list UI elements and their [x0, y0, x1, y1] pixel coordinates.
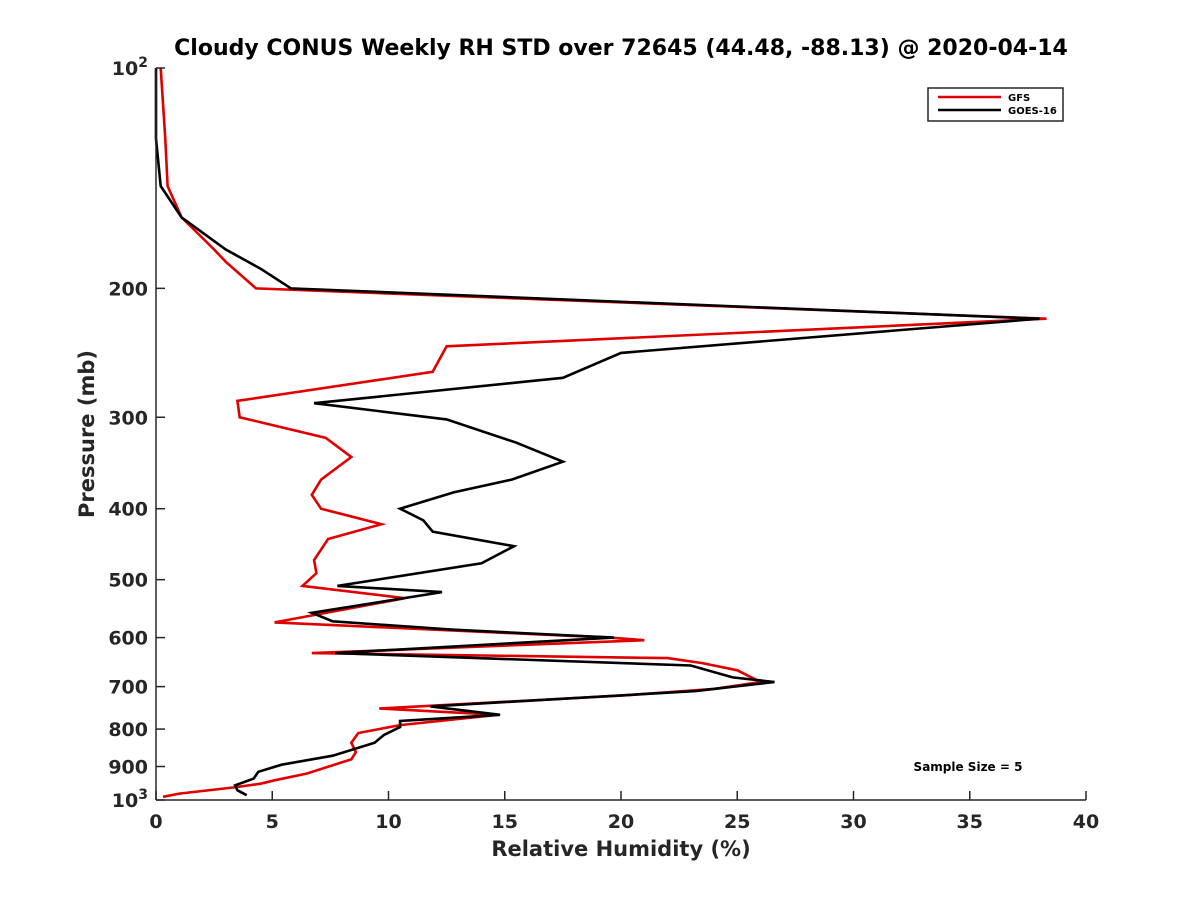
- x-tick-label: 40: [1073, 811, 1099, 833]
- y-axis-label: Pressure (mb): [75, 350, 99, 518]
- chart-title: Cloudy CONUS Weekly RH STD over 72645 (4…: [174, 36, 1068, 61]
- y-tick-label: 500: [108, 570, 148, 592]
- x-tick-label: 20: [608, 811, 634, 833]
- x-tick-label: 35: [957, 811, 983, 833]
- legend: GFS GOES-16: [927, 87, 1064, 122]
- legend-box: [927, 87, 1064, 122]
- x-tick-label: 15: [492, 811, 518, 833]
- series-line-gfs: [159, 67, 1047, 799]
- legend-label-gfs: GFS: [1008, 93, 1030, 104]
- x-tick-label: 0: [149, 811, 162, 833]
- y-tick-label: 200: [108, 278, 148, 300]
- legend-label-goes16: GOES-16: [1008, 106, 1057, 117]
- series-line-goes16: [154, 68, 1040, 797]
- y-tick-label: 700: [108, 677, 148, 699]
- y-tick-label: 300: [108, 407, 148, 429]
- y-ticks: 102 200 300 400 500 600 700 800 900 103: [108, 55, 165, 812]
- sample-size-annotation: Sample Size = 5: [914, 760, 1023, 774]
- y-tick-label: 103: [112, 787, 148, 812]
- x-tick-label: 10: [375, 811, 401, 833]
- plot-lines: [154, 67, 1047, 799]
- y-tick-label: 900: [108, 757, 148, 779]
- x-tick-label: 30: [840, 811, 866, 833]
- x-ticks: 0 5 10 15 20 25 30 35 40: [149, 791, 1099, 833]
- y-tick-label: 600: [108, 628, 148, 650]
- x-tick-label: 5: [266, 811, 279, 833]
- x-tick-label: 25: [724, 811, 750, 833]
- y-tick-label: 102: [112, 55, 148, 80]
- x-axis-label: Relative Humidity (%): [491, 837, 750, 861]
- y-tick-label: 800: [108, 719, 148, 741]
- y-tick-label: 400: [108, 499, 148, 521]
